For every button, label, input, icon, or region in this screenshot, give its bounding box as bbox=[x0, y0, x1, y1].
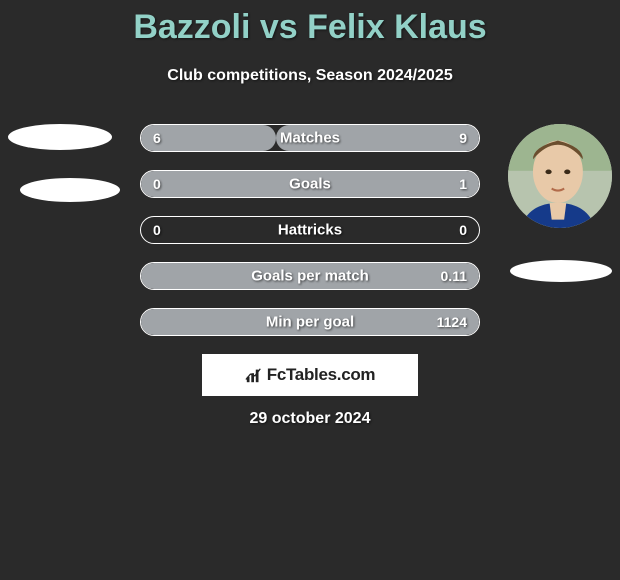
subtitle: Club competitions, Season 2024/2025 bbox=[0, 67, 620, 85]
stat-row: Min per goal1124 bbox=[140, 308, 480, 336]
watermark: FcTables.com bbox=[202, 354, 418, 396]
comparison-card: Bazzoli vs Felix Klaus Club competitions… bbox=[0, 0, 620, 580]
watermark-text: FcTables.com bbox=[267, 365, 376, 385]
stat-right-value: 9 bbox=[459, 130, 467, 146]
player-right-photo bbox=[508, 124, 612, 228]
avatar-icon bbox=[508, 124, 612, 228]
stat-label: Goals bbox=[141, 176, 479, 193]
stat-row: 0Hattricks0 bbox=[140, 216, 480, 244]
stat-label: Matches bbox=[141, 130, 479, 147]
player-left-photo bbox=[8, 124, 112, 150]
stat-row: 6Matches9 bbox=[140, 124, 480, 152]
stat-label: Min per goal bbox=[141, 314, 479, 331]
stat-right-value: 0.11 bbox=[441, 268, 467, 284]
stat-label: Hattricks bbox=[141, 222, 479, 239]
stat-right-value: 0 bbox=[459, 222, 467, 238]
stat-label: Goals per match bbox=[141, 268, 479, 285]
stat-right-value: 1124 bbox=[437, 314, 467, 330]
stats-block: 6Matches90Goals10Hattricks0Goals per mat… bbox=[140, 124, 480, 354]
chart-bar-icon bbox=[245, 366, 263, 384]
stat-row: Goals per match0.11 bbox=[140, 262, 480, 290]
player-right-flag bbox=[510, 260, 612, 282]
page-title: Bazzoli vs Felix Klaus bbox=[0, 0, 620, 47]
player-left-flag bbox=[20, 178, 120, 202]
stat-row: 0Goals1 bbox=[140, 170, 480, 198]
stat-right-value: 1 bbox=[459, 176, 467, 192]
date-text: 29 october 2024 bbox=[0, 410, 620, 428]
